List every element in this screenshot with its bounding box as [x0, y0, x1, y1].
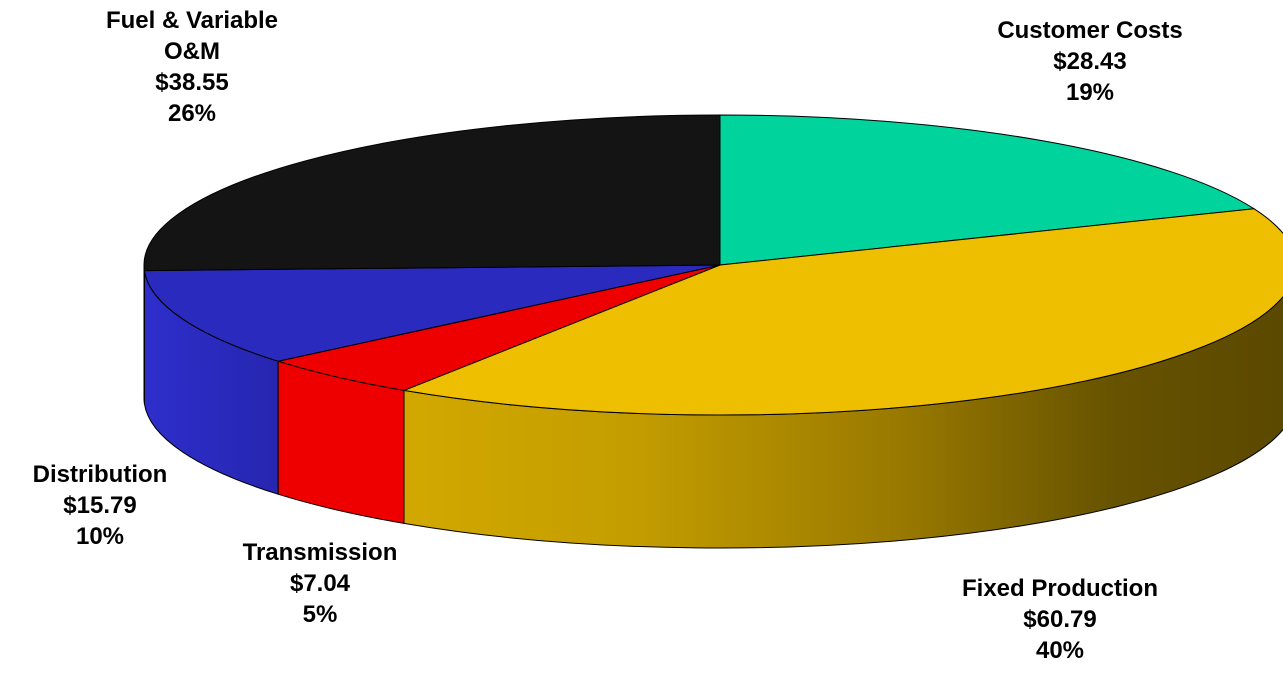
pie-tops — [143, 114, 1283, 416]
slice-label-distribution: Distribution $15.79 10% — [0, 459, 200, 552]
slice-label-customer-costs: Customer Costs $28.43 19% — [950, 15, 1230, 108]
slice-label-transmission: Transmission $7.04 5% — [205, 537, 435, 630]
slice-value: $15.79 — [63, 492, 137, 519]
slice-value: $60.79 — [1023, 606, 1097, 633]
slice-value: $7.04 — [289, 570, 351, 597]
slice-name-line2: O&M — [164, 38, 220, 65]
pie-slice-customer-costs — [719, 114, 1256, 266]
pie-slice-fixed-production — [402, 208, 1283, 416]
slice-value: $28.43 — [1053, 48, 1127, 75]
slice-percent: 5% — [302, 601, 338, 628]
slice-name-line1: Fuel & Variable — [105, 7, 279, 34]
pie-slice-distribution — [143, 264, 721, 362]
slice-percent: 19% — [1065, 79, 1115, 106]
slice-name: Transmission — [242, 539, 398, 566]
slice-name: Fixed Production — [961, 575, 1158, 602]
slice-value: $38.55 — [155, 69, 229, 96]
pie-slice-transmission — [276, 264, 721, 391]
slice-label-fixed-production: Fixed Production $60.79 40% — [900, 573, 1220, 666]
pie-sides — [143, 264, 1283, 549]
slice-percent: 10% — [75, 523, 125, 550]
slice-percent: 26% — [167, 100, 217, 127]
slice-name: Customer Costs — [997, 17, 1183, 44]
slice-percent: 40% — [1035, 637, 1085, 664]
slice-name: Distribution — [32, 461, 168, 488]
slice-label-fuel: Fuel & Variable O&M $38.55 26% — [62, 5, 322, 129]
pie-slice-fuel-variable-o-m — [143, 114, 721, 272]
